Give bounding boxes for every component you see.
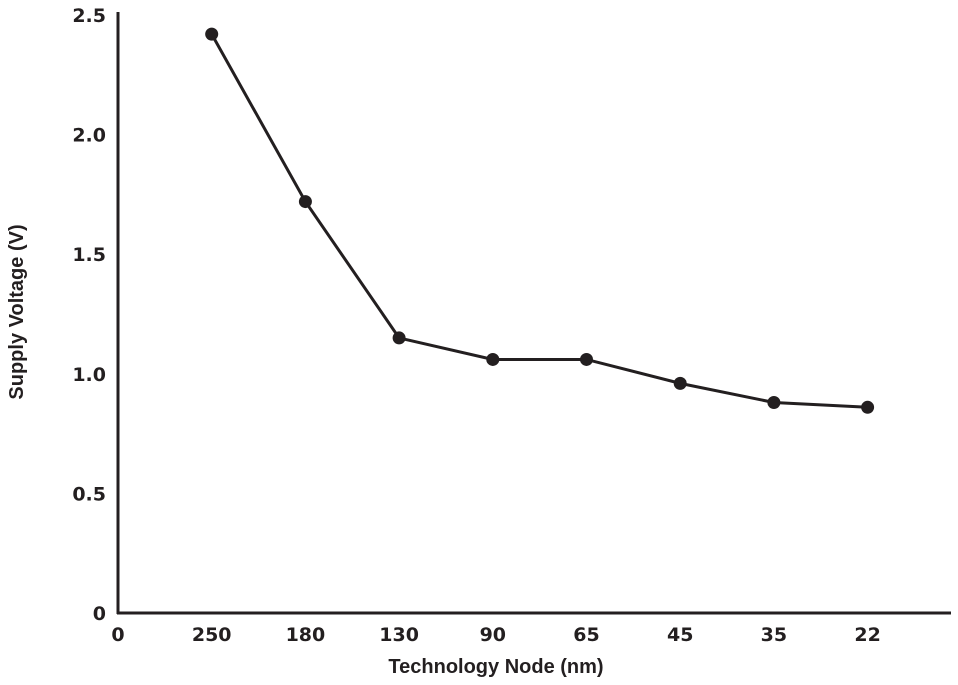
data-point: [486, 352, 500, 366]
x-tick-label: 22: [854, 624, 880, 646]
x-tick-label: 0: [111, 624, 124, 646]
y-tick-label: 2.0: [72, 125, 106, 147]
data-point: [205, 27, 219, 41]
x-tick-label: 180: [286, 624, 326, 646]
series-line: [210, 33, 868, 409]
y-tick-label: 1.0: [72, 364, 106, 386]
x-tick-label: 130: [379, 624, 419, 646]
x-tick-label: 45: [667, 624, 693, 646]
x-tick-label: 90: [480, 624, 506, 646]
y-tick-label: 0.5: [72, 483, 106, 505]
data-point: [861, 400, 875, 414]
data-point: [298, 195, 312, 209]
x-axis-label: Technology Node (nm): [388, 656, 603, 678]
y-tick-label: 0: [93, 603, 106, 625]
data-point: [673, 376, 687, 390]
x-tick-label: 35: [761, 624, 787, 646]
data-point: [767, 396, 781, 410]
y-axis-label: Supply Voltage (V): [6, 224, 28, 399]
data-point: [392, 331, 406, 345]
x-tick-label: 65: [573, 624, 599, 646]
y-tick-label: 1.5: [72, 244, 106, 266]
x-tick-label: 250: [192, 624, 232, 646]
y-tick-label: 2.5: [72, 5, 106, 27]
data-point: [580, 352, 593, 366]
